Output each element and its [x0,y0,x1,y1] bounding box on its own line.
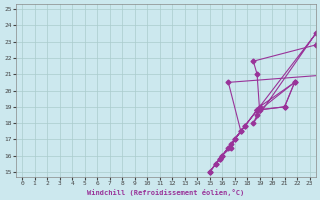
X-axis label: Windchill (Refroidissement éolien,°C): Windchill (Refroidissement éolien,°C) [87,189,244,196]
